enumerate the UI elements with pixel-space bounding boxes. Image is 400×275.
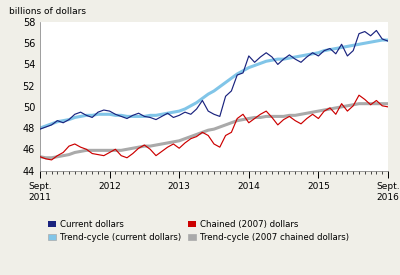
Legend: Current dollars, Trend-cycle (current dollars), Chained (2007) dollars, Trend-cy: Current dollars, Trend-cycle (current do…: [44, 216, 352, 246]
Text: billions of dollars: billions of dollars: [9, 7, 86, 16]
